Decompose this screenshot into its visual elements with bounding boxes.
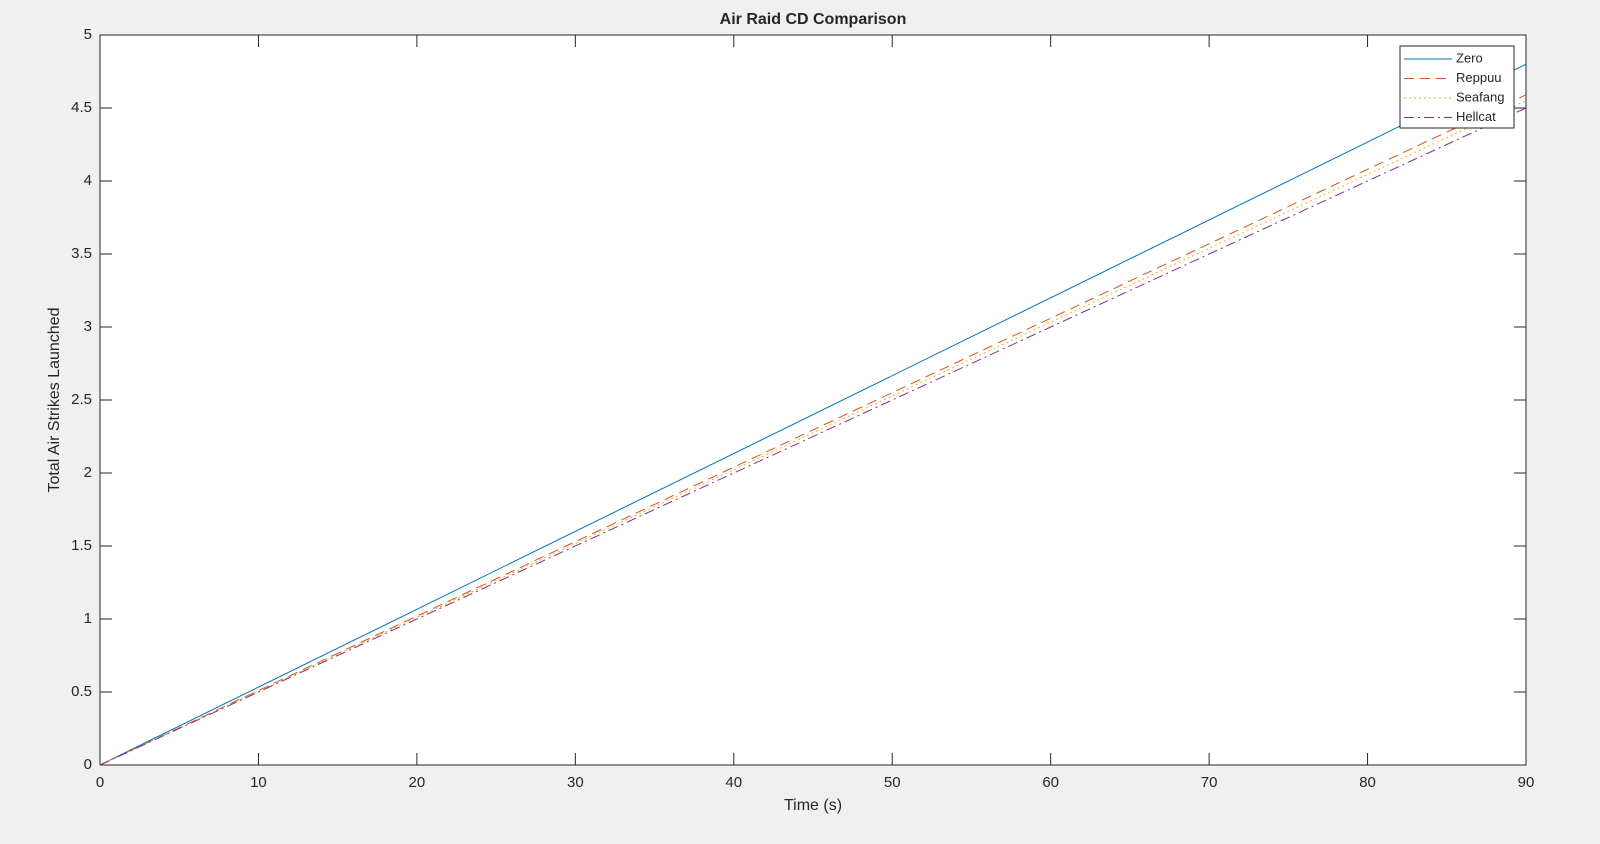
plot-area — [99, 34, 1527, 766]
legend-label: Zero — [1456, 50, 1483, 65]
y-tick-label: 3 — [84, 318, 92, 335]
y-tick-label: 1 — [84, 610, 92, 627]
y-tick-label: 5 — [84, 26, 92, 43]
series-line — [99, 63, 1527, 766]
y-tick-label: 4 — [84, 172, 92, 189]
legend-box — [1399, 45, 1515, 129]
y-tick-label: 3.5 — [71, 245, 92, 262]
y-tick-label: 4.5 — [71, 99, 92, 116]
legend-label: Reppuu — [1456, 70, 1502, 85]
series-line — [99, 94, 1527, 766]
y-tick-label: 2 — [84, 464, 92, 481]
x-tick-label: 80 — [1359, 774, 1376, 791]
x-tick-label: 20 — [409, 774, 426, 791]
x-tick-label: 50 — [884, 774, 901, 791]
chart-title: Air Raid CD Comparison — [720, 11, 907, 28]
x-tick-label: 90 — [1518, 774, 1535, 791]
legend-label: Hellcat — [1456, 109, 1496, 124]
legend-label: Seafang — [1456, 89, 1504, 104]
series-line — [99, 100, 1527, 766]
y-tick-label: 0 — [84, 756, 92, 773]
y-tick-label: 1.5 — [71, 537, 92, 554]
x-tick-label: 30 — [567, 774, 584, 791]
x-tick-label: 70 — [1201, 774, 1218, 791]
x-tick-label: 60 — [1042, 774, 1059, 791]
x-axis-label: Time (s) — [784, 797, 842, 814]
y-tick-label: 0.5 — [71, 683, 92, 700]
x-tick-label: 40 — [725, 774, 742, 791]
x-tick-label: 10 — [250, 774, 267, 791]
x-tick-label: 0 — [96, 774, 104, 791]
y-axis-label: Total Air Strikes Launched — [46, 308, 63, 493]
y-tick-label: 2.5 — [71, 391, 92, 408]
series-line — [99, 107, 1527, 766]
